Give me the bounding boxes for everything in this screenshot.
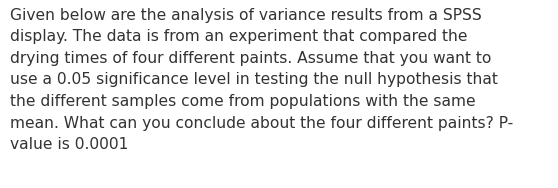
Text: Given below are the analysis of variance results from a SPSS
display. The data i: Given below are the analysis of variance… xyxy=(10,8,513,152)
